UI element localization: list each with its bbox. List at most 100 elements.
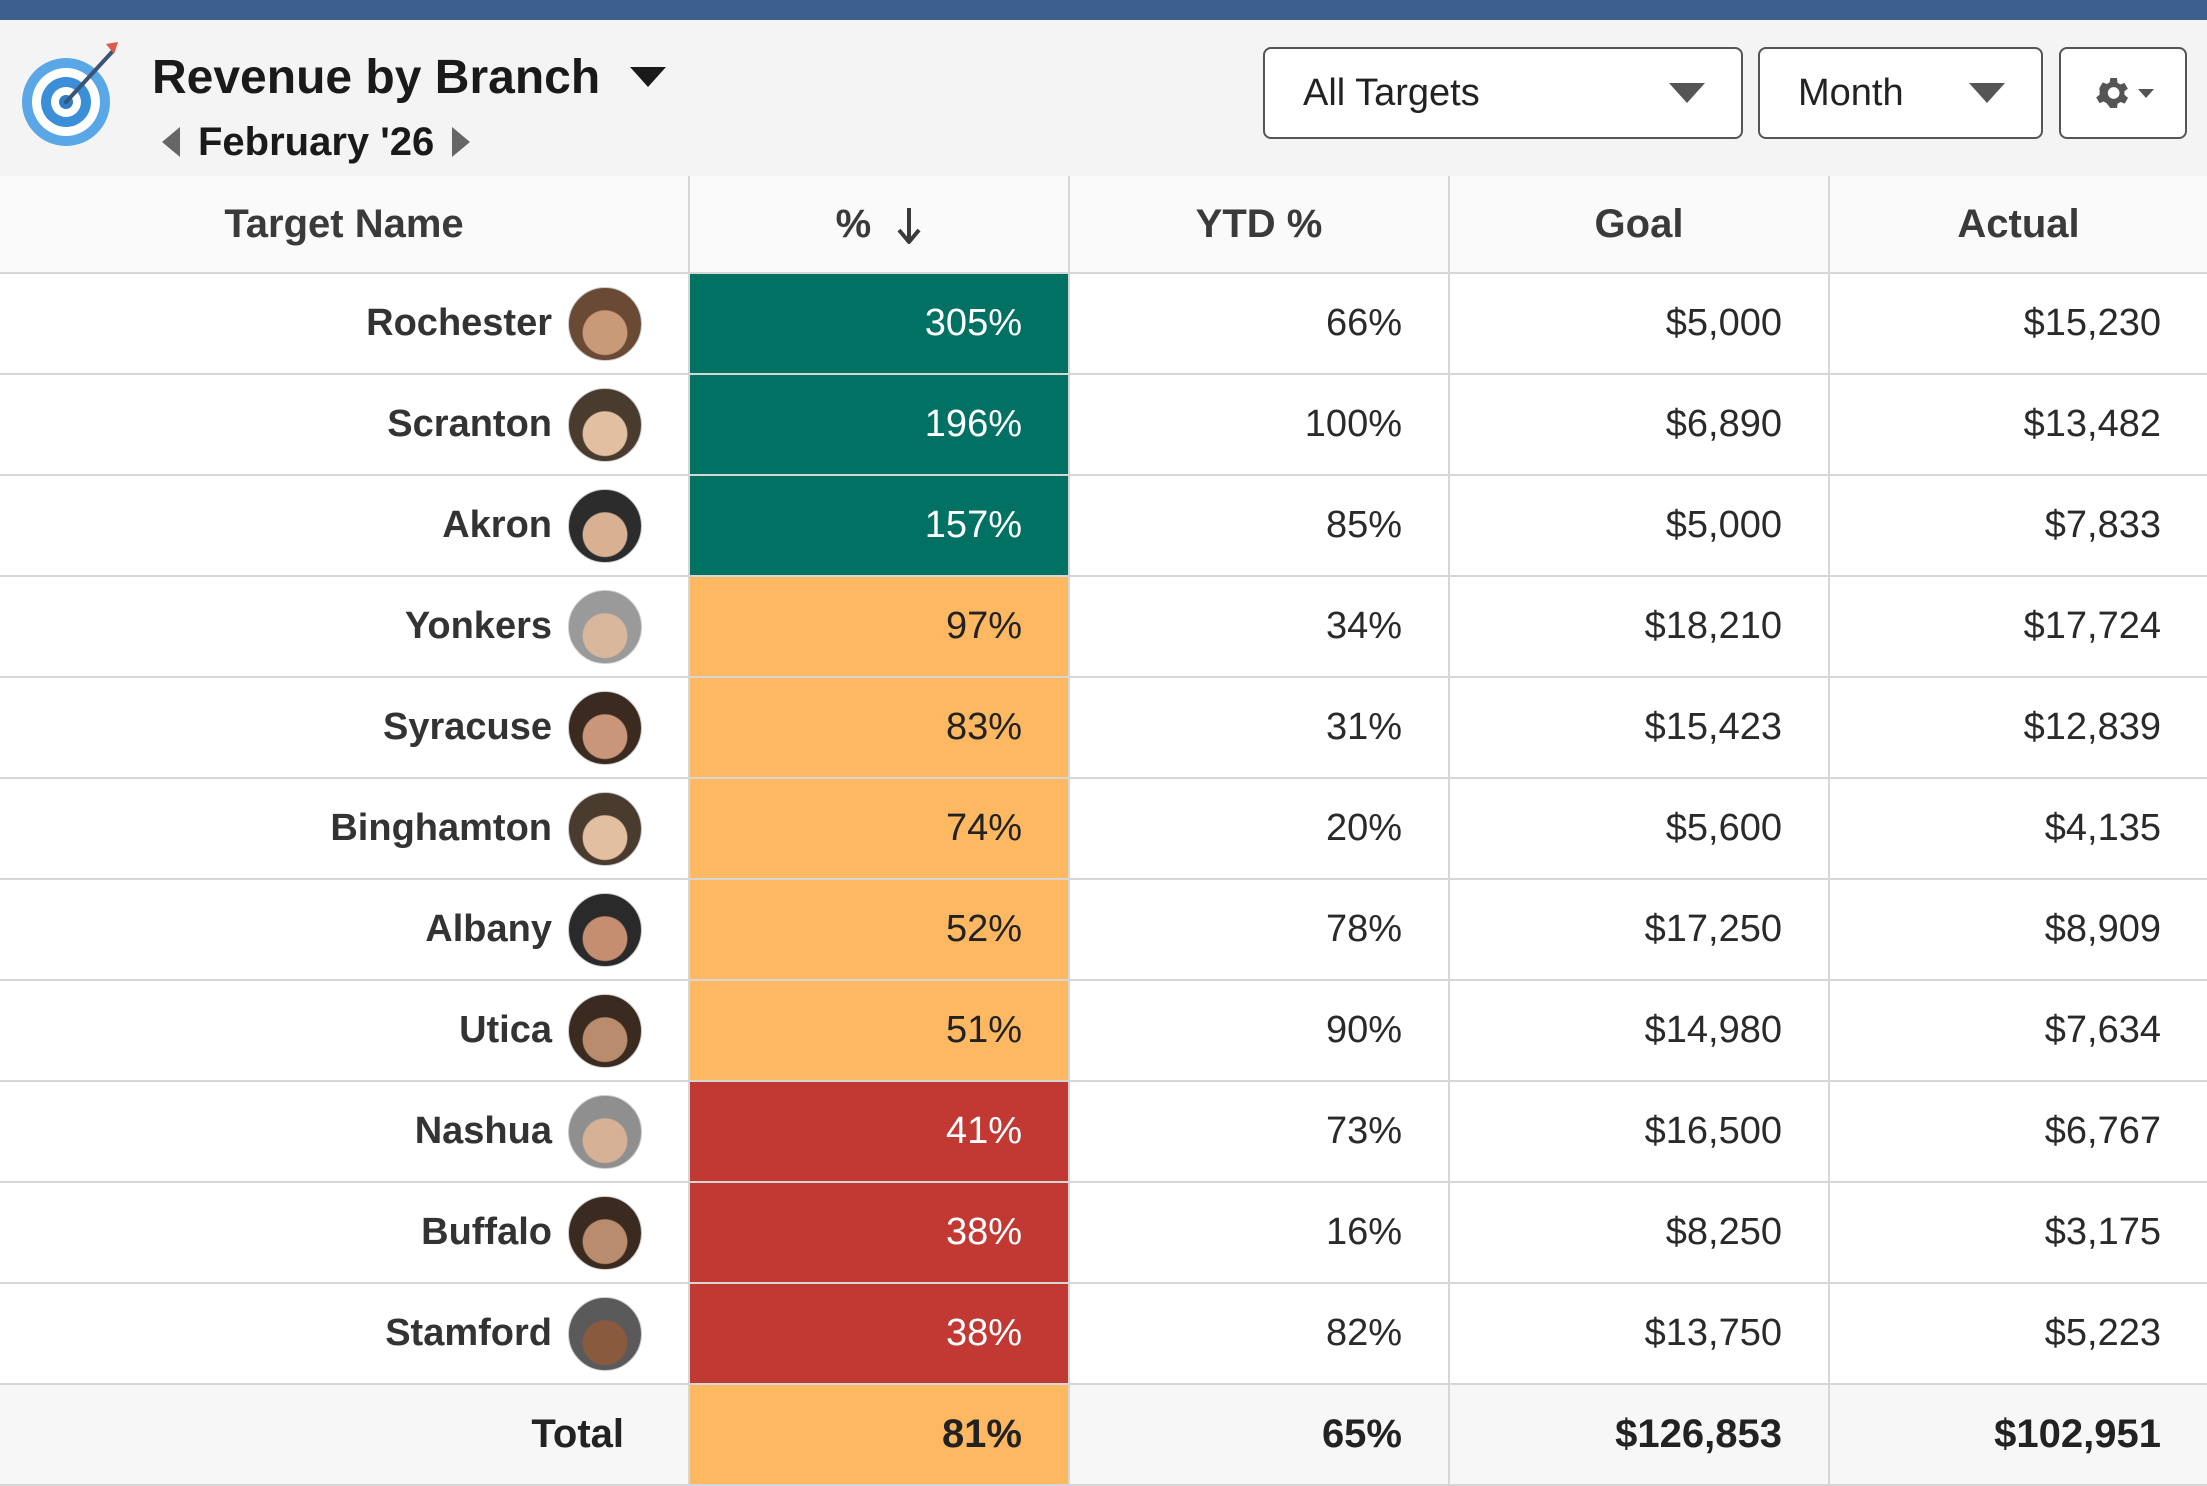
- target-name: Stamford: [385, 1312, 552, 1354]
- chevron-down-icon: [2138, 88, 2154, 98]
- percent-cell: 83%: [689, 677, 1070, 779]
- total-ytd: 65%: [1069, 1384, 1450, 1486]
- period-filter-dropdown[interactable]: Month: [1758, 47, 2043, 139]
- avatar: [568, 993, 642, 1068]
- column-header-percent[interactable]: %: [689, 176, 1070, 274]
- column-header-actual[interactable]: Actual: [1829, 176, 2207, 274]
- target-name-cell[interactable]: Albany: [0, 879, 690, 981]
- targets-filter-dropdown[interactable]: All Targets: [1263, 47, 1743, 139]
- percent-cell: 196%: [689, 374, 1070, 476]
- target-name-cell[interactable]: Yonkers: [0, 576, 690, 678]
- ytd-cell: 90%: [1069, 980, 1450, 1082]
- actual-cell: $7,833: [1829, 475, 2207, 577]
- table-row[interactable]: Utica 51% 90% $14,980 $7,634: [0, 980, 2207, 1082]
- percent-cell: 74%: [689, 778, 1070, 880]
- gear-icon: [2096, 78, 2128, 108]
- percent-cell: 52%: [689, 879, 1070, 981]
- goal-cell: $17,250: [1449, 879, 1830, 981]
- avatar: [568, 1296, 642, 1371]
- target-name: Akron: [442, 504, 552, 546]
- percent-cell: 51%: [689, 980, 1070, 1082]
- settings-menu-button[interactable]: [2059, 47, 2187, 139]
- target-name-cell[interactable]: Rochester: [0, 273, 690, 375]
- actual-cell: $3,175: [1829, 1182, 2207, 1284]
- period-filter-label: Month: [1798, 71, 1904, 114]
- table-row[interactable]: Albany 52% 78% $17,250 $8,909: [0, 879, 2207, 981]
- actual-cell: $13,482: [1829, 374, 2207, 476]
- table-header-row: Target Name % YTD % Goal Actual: [0, 176, 2207, 274]
- total-row: Total 81% 65% $126,853 $102,951: [0, 1384, 2207, 1486]
- avatar: [568, 589, 642, 664]
- goal-cell: $15,423: [1449, 677, 1830, 779]
- actual-cell: $4,135: [1829, 778, 2207, 880]
- target-icon: [22, 42, 118, 146]
- table-row[interactable]: Akron 157% 85% $5,000 $7,833: [0, 475, 2207, 577]
- goal-cell: $14,980: [1449, 980, 1830, 1082]
- avatar: [568, 892, 642, 967]
- table-row[interactable]: Binghamton 74% 20% $5,600 $4,135: [0, 778, 2207, 880]
- target-name-cell[interactable]: Akron: [0, 475, 690, 577]
- percent-cell: 38%: [689, 1283, 1070, 1385]
- target-name: Albany: [425, 908, 552, 950]
- ytd-cell: 73%: [1069, 1081, 1450, 1183]
- avatar: [568, 791, 642, 866]
- actual-cell: $12,839: [1829, 677, 2207, 779]
- column-header-goal[interactable]: Goal: [1449, 176, 1830, 274]
- ytd-cell: 34%: [1069, 576, 1450, 678]
- goal-cell: $5,000: [1449, 273, 1830, 375]
- actual-cell: $15,230: [1829, 273, 2207, 375]
- title-dropdown-icon[interactable]: [630, 67, 667, 87]
- previous-period-icon[interactable]: [162, 127, 180, 157]
- goal-cell: $5,600: [1449, 778, 1830, 880]
- ytd-cell: 82%: [1069, 1283, 1450, 1385]
- goal-cell: $18,210: [1449, 576, 1830, 678]
- target-name: Scranton: [387, 403, 552, 445]
- total-percent: 81%: [689, 1384, 1070, 1486]
- goal-cell: $13,750: [1449, 1283, 1830, 1385]
- percent-cell: 97%: [689, 576, 1070, 678]
- target-name: Binghamton: [330, 807, 552, 849]
- avatar: [568, 488, 642, 563]
- target-name-cell[interactable]: Binghamton: [0, 778, 690, 880]
- column-header-target-name[interactable]: Target Name: [0, 176, 690, 274]
- table-row[interactable]: Stamford 38% 82% $13,750 $5,223: [0, 1283, 2207, 1385]
- table-row[interactable]: Scranton 196% 100% $6,890 $13,482: [0, 374, 2207, 476]
- next-period-icon[interactable]: [452, 127, 471, 157]
- avatar: [568, 1195, 642, 1270]
- page-title: Revenue by Branch: [152, 50, 601, 104]
- target-name: Yonkers: [404, 605, 552, 647]
- percent-cell: 305%: [689, 273, 1070, 375]
- avatar: [568, 1094, 642, 1169]
- table-row[interactable]: Yonkers 97% 34% $18,210 $17,724: [0, 576, 2207, 678]
- targets-filter-label: All Targets: [1303, 71, 1480, 114]
- ytd-cell: 100%: [1069, 374, 1450, 476]
- goal-cell: $8,250: [1449, 1182, 1830, 1284]
- target-name-cell[interactable]: Scranton: [0, 374, 690, 476]
- goal-cell: $16,500: [1449, 1081, 1830, 1183]
- actual-cell: $6,767: [1829, 1081, 2207, 1183]
- target-name: Rochester: [366, 302, 552, 344]
- table-row[interactable]: Syracuse 83% 31% $15,423 $12,839: [0, 677, 2207, 779]
- report-header: Revenue by Branch February '26 All Targe…: [0, 20, 2207, 175]
- table-row[interactable]: Nashua 41% 73% $16,500 $6,767: [0, 1081, 2207, 1183]
- avatar: [568, 690, 642, 765]
- ytd-cell: 16%: [1069, 1182, 1450, 1284]
- target-name-cell[interactable]: Syracuse: [0, 677, 690, 779]
- target-name-cell[interactable]: Nashua: [0, 1081, 690, 1183]
- column-header-ytd[interactable]: YTD %: [1069, 176, 1450, 274]
- actual-cell: $7,634: [1829, 980, 2207, 1082]
- target-name-cell[interactable]: Stamford: [0, 1283, 690, 1385]
- actual-cell: $17,724: [1829, 576, 2207, 678]
- total-actual: $102,951: [1829, 1384, 2207, 1486]
- percent-cell: 38%: [689, 1182, 1070, 1284]
- table-row[interactable]: Buffalo 38% 16% $8,250 $3,175: [0, 1182, 2207, 1284]
- target-name: Syracuse: [382, 706, 552, 748]
- ytd-cell: 31%: [1069, 677, 1450, 779]
- table-row[interactable]: Rochester 305% 66% $5,000 $15,230: [0, 273, 2207, 375]
- ytd-cell: 20%: [1069, 778, 1450, 880]
- target-name-cell[interactable]: Buffalo: [0, 1182, 690, 1284]
- period-label: February '26: [198, 119, 435, 164]
- target-name-cell[interactable]: Utica: [0, 980, 690, 1082]
- actual-cell: $8,909: [1829, 879, 2207, 981]
- chevron-down-icon: [1669, 83, 1705, 103]
